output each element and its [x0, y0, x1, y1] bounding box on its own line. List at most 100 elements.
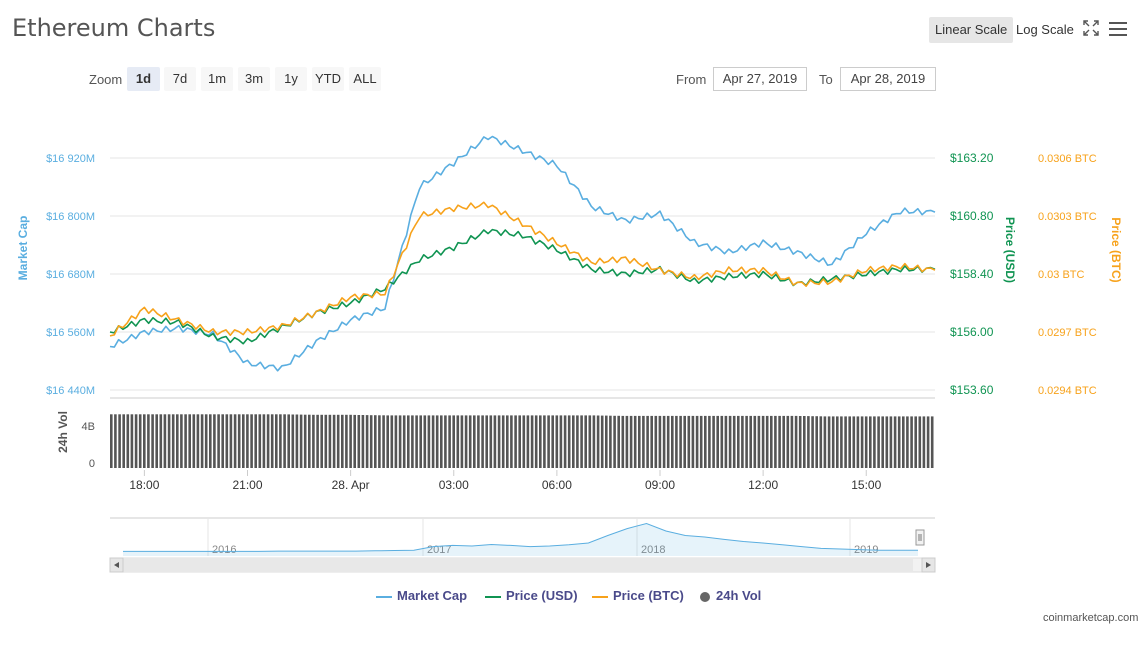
zoom-button-7d[interactable]: 7d: [164, 67, 196, 91]
volume-bar: [423, 415, 427, 468]
volume-bar: [922, 416, 926, 468]
legend-price-usd[interactable]: Price (USD): [485, 588, 578, 604]
volume-bar: [477, 415, 480, 468]
price-usd-tick-label: $163.20: [950, 151, 994, 165]
volume-bar: [679, 415, 682, 468]
volume-bar: [555, 415, 559, 468]
zoom-button-1y[interactable]: 1y: [275, 67, 307, 91]
volume-bar: [501, 415, 505, 468]
volume-bar: [803, 416, 806, 468]
x-tick-label: 18:00: [129, 478, 159, 492]
market-cap-line: [109, 135, 936, 372]
volume-bar: [464, 415, 468, 468]
volume-bar: [299, 414, 303, 468]
zoom-button-1m[interactable]: 1m: [201, 67, 233, 91]
volume-bar: [110, 414, 113, 468]
volume-bar: [365, 415, 369, 468]
volume-bar: [440, 415, 443, 468]
market-cap-tick-label: $16 680M: [46, 269, 95, 281]
volume-bar: [902, 416, 905, 468]
market-cap-axis-title: Market Cap: [16, 216, 30, 281]
to-date-input[interactable]: Apr 28, 2019: [840, 67, 936, 91]
volume-bar: [720, 415, 724, 468]
volume-bar: [807, 416, 810, 468]
navigator-area: [123, 523, 918, 556]
fullscreen-icon[interactable]: [1083, 20, 1099, 36]
volume-bar: [188, 414, 191, 468]
from-date-input[interactable]: Apr 27, 2019: [713, 67, 807, 91]
price-usd-tick-label: $153.60: [950, 383, 994, 397]
volume-swatch: [700, 591, 710, 602]
volume-bar: [394, 415, 398, 468]
volume-bar: [250, 414, 253, 468]
volume-bar: [118, 414, 121, 468]
volume-bar: [588, 415, 592, 468]
legend-market-cap[interactable]: Market Cap: [376, 588, 467, 604]
volume-bar: [279, 414, 282, 468]
volume-bar: [836, 416, 839, 468]
volume-bar: [572, 415, 575, 468]
volume-bar: [642, 415, 645, 468]
volume-bar: [840, 416, 843, 468]
volume-bar: [819, 416, 823, 468]
volume-bar: [798, 416, 802, 468]
volume-bar: [728, 415, 732, 468]
volume-bar: [431, 415, 435, 468]
volume-bar: [695, 415, 699, 468]
price-usd-tick-label: $156.00: [950, 325, 994, 339]
volume-bar: [621, 415, 625, 468]
volume-bar: [530, 415, 534, 468]
volume-bar: [592, 415, 596, 468]
volume-bar: [522, 415, 526, 468]
volume-bar: [732, 415, 736, 468]
volume-bar: [699, 415, 703, 468]
volume-bar: [468, 415, 472, 468]
legend-price-btc[interactable]: Price (BTC): [592, 588, 684, 604]
volume-bar: [456, 415, 460, 468]
x-tick-label: 28. Apr: [332, 478, 370, 492]
volume-bar: [860, 416, 864, 468]
to-label: To: [819, 72, 833, 87]
log-scale-button[interactable]: Log Scale: [1016, 22, 1074, 37]
zoom-button-ytd[interactable]: YTD: [312, 67, 344, 91]
volume-bar: [856, 416, 860, 468]
navigator-year-label: 2018: [641, 544, 665, 556]
volume-bar: [242, 414, 245, 468]
zoom-button-all[interactable]: ALL: [349, 67, 381, 91]
volume-bar: [605, 415, 608, 468]
volume-bar: [930, 416, 934, 468]
volume-bar: [374, 415, 377, 468]
volume-bar: [559, 415, 563, 468]
volume-bar: [171, 414, 175, 468]
volume-bar: [407, 415, 410, 468]
volume-bar: [246, 414, 249, 468]
volume-bar: [270, 414, 274, 468]
volume-bar: [534, 415, 538, 468]
legend-volume[interactable]: 24h Vol: [700, 588, 761, 604]
volume-bar: [444, 415, 447, 468]
volume-bar: [765, 415, 769, 468]
volume-bar: [353, 414, 356, 468]
price-btc-tick-label: 0.0306 BTC: [1038, 153, 1097, 165]
zoom-button-1d[interactable]: 1d: [127, 67, 160, 91]
volume-bar: [625, 415, 629, 468]
from-label: From: [676, 72, 707, 87]
volume-bar: [514, 415, 517, 468]
volume-bar: [378, 415, 381, 468]
volume-bar: [543, 415, 546, 468]
volume-bar: [633, 415, 637, 468]
volume-bar: [386, 415, 389, 468]
market-cap-tick-label: $16 440M: [46, 385, 95, 397]
volume-bar: [266, 414, 270, 468]
credit-link[interactable]: coinmarketcap.com: [1043, 612, 1139, 624]
volume-bar: [489, 415, 493, 468]
navigator-year-label: 2016: [212, 544, 236, 556]
linear-scale-button[interactable]: Linear Scale: [929, 17, 1014, 43]
zoom-button-3m[interactable]: 3m: [238, 67, 270, 91]
volume-bar: [827, 416, 831, 468]
volume-bar: [918, 416, 922, 468]
menu-icon[interactable]: [1109, 22, 1127, 36]
volume-bar: [576, 415, 579, 468]
volume-bar: [303, 414, 307, 468]
